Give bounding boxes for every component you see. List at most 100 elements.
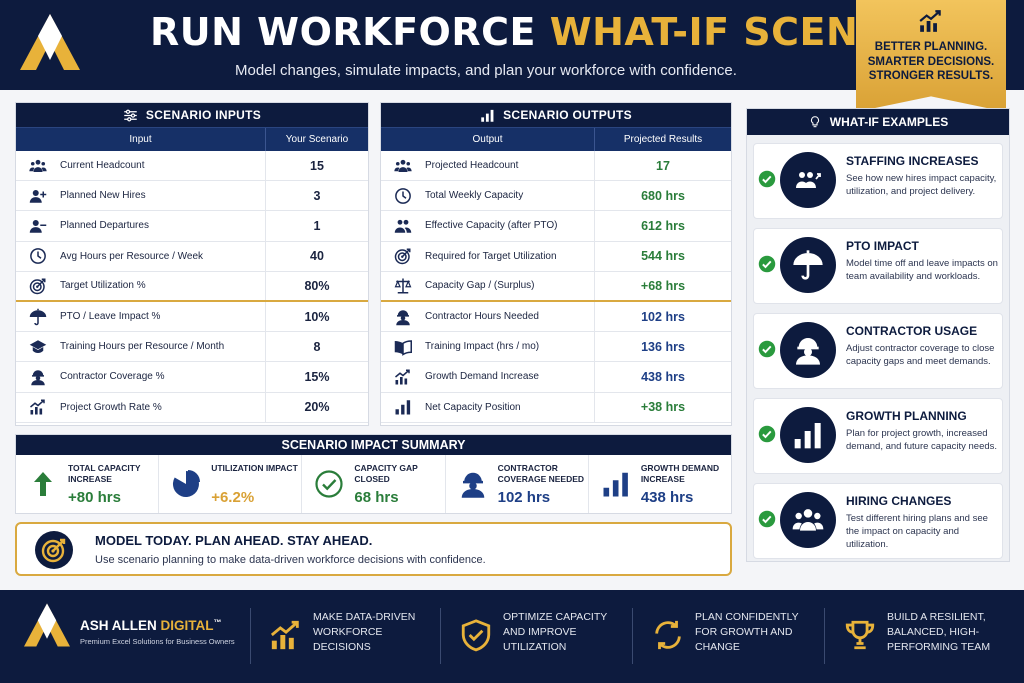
table-row: Training Hours per Resource / Month 8 (16, 332, 368, 363)
table-row: Avg Hours per Resource / Week 40 (16, 241, 368, 272)
row-value: 438 hrs (641, 369, 685, 384)
row-value: 10% (304, 309, 330, 324)
row-value: +38 hrs (640, 400, 686, 415)
worker-icon (16, 368, 60, 386)
summary-cell: TOTAL CAPACITY INCREASE +80 hrs (16, 455, 160, 513)
row-label: Required for Target Utilization (425, 241, 595, 271)
add-user-icon (16, 187, 60, 205)
refresh-cycle-icon (655, 620, 681, 650)
footer-item-text: MAKE DATA-DRIVEN WORKFORCE DECISIONS (313, 611, 416, 653)
row-label: Total Weekly Capacity (425, 181, 595, 211)
scenario-inputs-panel: SCENARIO INPUTS Input Your Scenario Curr… (15, 102, 369, 426)
header: RUN WORKFORCE WHAT-IF SCENARIOS Model ch… (0, 0, 1024, 90)
scenario-outputs-title: SCENARIO OUTPUTS (381, 103, 731, 127)
footer-item-decisions: MAKE DATA-DRIVEN WORKFORCE DECISIONS (250, 608, 440, 664)
growth-chart-icon (269, 618, 303, 652)
summary-label: CONTRACTOR COVERAGE NEEDED (497, 463, 585, 484)
scenario-inputs-title: SCENARIO INPUTS (16, 103, 368, 127)
staffing-increases-icon (780, 152, 836, 208)
summary-value: 102 hrs (497, 489, 551, 506)
table-row: Project Growth Rate % 20% (16, 392, 368, 423)
row-label: Planned New Hires (60, 181, 266, 211)
footer: ASH ALLEN DIGITAL™ Premium Excel Solutio… (0, 590, 1024, 683)
example-card: STAFFING INCREASES See how new hires impa… (753, 143, 1003, 219)
table-row: Contractor Hours Needed 102 hrs (381, 301, 731, 333)
row-value: 136 hrs (641, 339, 685, 354)
example-heading: HIRING CHANGES (846, 494, 952, 508)
summary-cell: GROWTH DEMAND INCREASE 438 hrs (589, 455, 731, 513)
summary-value: 438 hrs (640, 489, 694, 506)
table-row: Net Capacity Position +38 hrs (381, 392, 731, 423)
table-row: Planned Departures 1 (16, 211, 368, 242)
row-value: +68 hrs (640, 278, 686, 293)
row-value: 15 (310, 158, 324, 173)
row-label: PTO / Leave Impact % (60, 301, 266, 332)
panel-title-text: SCENARIO INPUTS (145, 108, 262, 122)
group-icon (16, 157, 60, 175)
group-icon (780, 492, 836, 548)
check-circle-icon (314, 469, 344, 499)
example-card: CONTRACTOR USAGE Adjust contractor covera… (753, 313, 1003, 389)
footer-item-optimize: OPTIMIZE CAPACITY AND IMPROVE UTILIZATIO… (440, 608, 632, 664)
table-row: Training Impact (hrs / mo) 136 hrs (381, 332, 731, 363)
table-row: PTO / Leave Impact % 10% (16, 301, 368, 333)
impact-summary-panel: SCENARIO IMPACT SUMMARY TOTAL CAPACITY I… (15, 434, 732, 514)
example-heading: CONTRACTOR USAGE (846, 324, 978, 338)
footer-item-plan: PLAN CONFIDENTLY FOR GROWTH AND CHANGE (632, 608, 824, 664)
row-label: Contractor Hours Needed (425, 301, 595, 332)
table-row: Effective Capacity (after PTO) 612 hrs (381, 211, 731, 242)
bar-chart-icon (480, 108, 495, 123)
growth-chart-icon (16, 398, 60, 416)
brand-logo-icon (22, 602, 72, 648)
group-icon (381, 157, 425, 175)
what-if-examples-title: WHAT-IF EXAMPLES (747, 109, 1009, 135)
ribbon-line: BETTER PLANNING. (874, 41, 988, 53)
row-label: Current Headcount (60, 151, 266, 181)
growth-chart-icon (918, 8, 944, 34)
example-description: See how new hires impact capacity, utili… (846, 173, 997, 197)
graduation-cap-icon (16, 338, 60, 356)
footer-item-text: OPTIMIZE CAPACITY AND IMPROVE UTILIZATIO… (503, 611, 608, 653)
bar-chart-icon (780, 407, 836, 463)
summary-cell: CAPACITY GAP CLOSED 68 hrs (302, 455, 446, 513)
table-row: Capacity Gap / (Surplus) +68 hrs (381, 271, 731, 302)
summary-label: GROWTH DEMAND INCREASE (640, 463, 720, 484)
summary-value: +80 hrs (68, 489, 121, 506)
worker-icon (458, 469, 488, 499)
worker-icon (381, 308, 425, 326)
book-icon (381, 338, 425, 356)
bar-chart-icon (601, 469, 631, 499)
column-header-input: Input (16, 128, 266, 151)
row-label: Capacity Gap / (Surplus) (425, 271, 595, 300)
example-card: GROWTH PLANNING Plan for project growth, … (753, 398, 1003, 474)
column-header-scenario: Your Scenario (285, 134, 349, 145)
table-row: Target Utilization % 80% (16, 271, 368, 302)
row-value: 3 (313, 188, 321, 203)
row-value: 680 hrs (641, 188, 685, 203)
row-label: Effective Capacity (after PTO) (425, 211, 595, 241)
example-description: Test different hiring plans and see the … (846, 513, 988, 550)
example-card: HIRING CHANGES Test different hiring plan… (753, 483, 1003, 559)
impact-summary-title: SCENARIO IMPACT SUMMARY (16, 435, 731, 455)
ribbon-line: SMARTER DECISIONS. (867, 55, 995, 68)
row-label: Contractor Coverage % (60, 362, 266, 392)
summary-label: TOTAL CAPACITY INCREASE (68, 463, 141, 484)
table-row: Contractor Coverage % 15% (16, 362, 368, 393)
row-value: 15% (304, 369, 330, 384)
row-value: 1 (313, 218, 321, 233)
target-icon (35, 531, 73, 569)
table-row: Current Headcount 15 (16, 151, 368, 182)
footer-item-text: PLAN CONFIDENTLY FOR GROWTH AND CHANGE (695, 611, 799, 653)
table-row: Required for Target Utilization 544 hrs (381, 241, 731, 272)
summary-value: +6.2% (211, 489, 255, 506)
example-description: Plan for project growth, increased deman… (846, 428, 998, 452)
row-value: 612 hrs (641, 218, 685, 233)
column-header-projected: Projected Results (623, 134, 703, 145)
row-value: 102 hrs (641, 309, 685, 324)
clock-icon (16, 247, 60, 265)
check-circle-icon (758, 425, 776, 443)
row-label: Projected Headcount (425, 151, 595, 181)
row-label: Training Impact (hrs / mo) (425, 332, 595, 362)
example-heading: PTO IMPACT (846, 239, 919, 253)
check-circle-icon (758, 340, 776, 358)
